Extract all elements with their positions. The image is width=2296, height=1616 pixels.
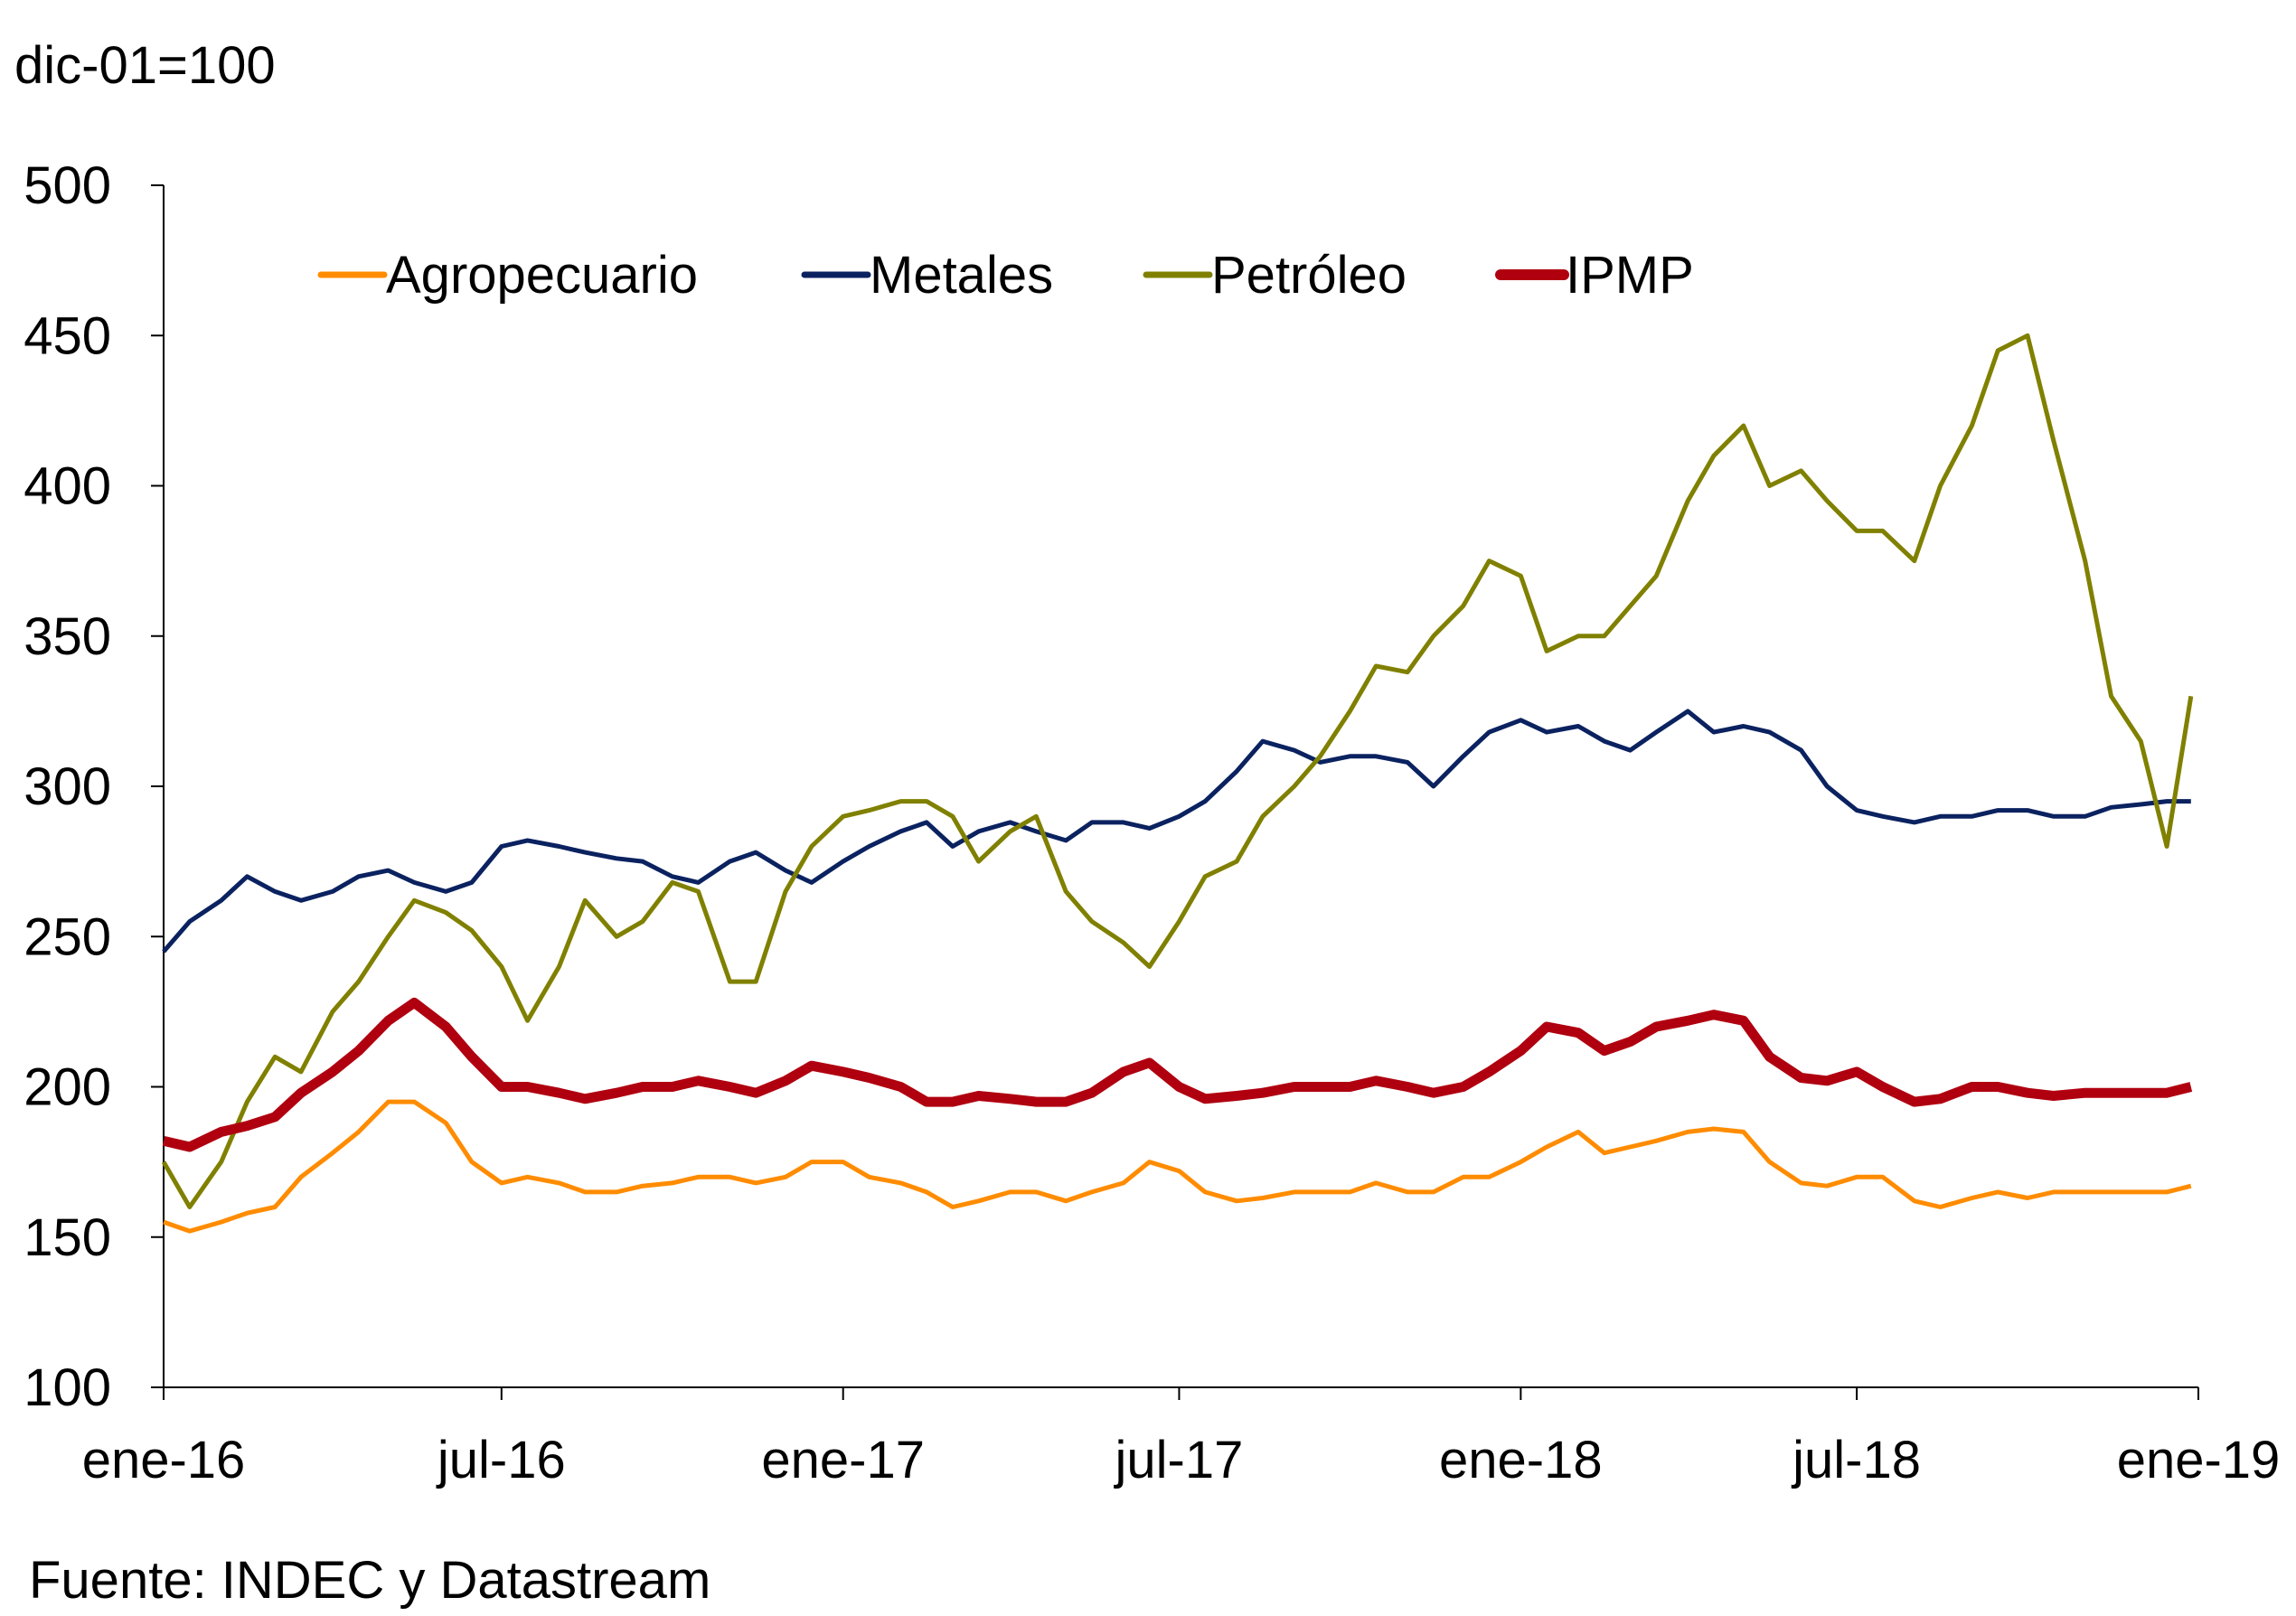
x-tick-label: ene-18: [1439, 1431, 1603, 1489]
legend-label: IPMP: [1566, 246, 1694, 305]
y-tick-label: 200: [24, 1058, 111, 1117]
x-tick-label: jul-16: [436, 1431, 566, 1489]
legend: Agropecuario Metales Petróleo IPMP: [317, 246, 1694, 305]
y-tick-label: 150: [24, 1208, 111, 1267]
plot-lines: [161, 333, 2194, 1234]
x-tick-label: jul-17: [1114, 1431, 1244, 1489]
x-tick-label: ene-19: [2117, 1431, 2281, 1489]
y-tick-label: 100: [24, 1358, 111, 1417]
series-line-ipmp: [162, 997, 2193, 1152]
series-line-petrleo: [161, 333, 2194, 1209]
y-tick-label: 250: [24, 907, 111, 966]
legend-label: Petróleo: [1211, 246, 1407, 305]
y-tick-label: 350: [24, 607, 111, 666]
legend-label: Agropecuario: [386, 246, 698, 305]
x-tick-label: jul-18: [1791, 1431, 1921, 1489]
series-line-agropecuario: [163, 1099, 2192, 1234]
y-tick-label: 400: [24, 457, 111, 516]
x-tick-label: ene-17: [761, 1431, 925, 1489]
y-axis: 100 150 200 250 300 350 400 450 500: [24, 156, 165, 1417]
y-tick-label: 300: [24, 757, 111, 816]
y-tick-label: 500: [24, 156, 111, 215]
x-tick-label: ene-16: [82, 1431, 246, 1489]
x-axis: ene-16 jul-16 ene-17 jul-17 ene-18 jul-18 ene-…: [82, 1386, 2281, 1489]
legend-label: Metales: [870, 246, 1053, 305]
unit-label: dic-01=100: [14, 36, 276, 95]
source-note: Fuente: INDEC y Datastream: [29, 1551, 710, 1610]
y-tick-label: 450: [24, 306, 111, 365]
series-line-metales: [162, 709, 2191, 954]
